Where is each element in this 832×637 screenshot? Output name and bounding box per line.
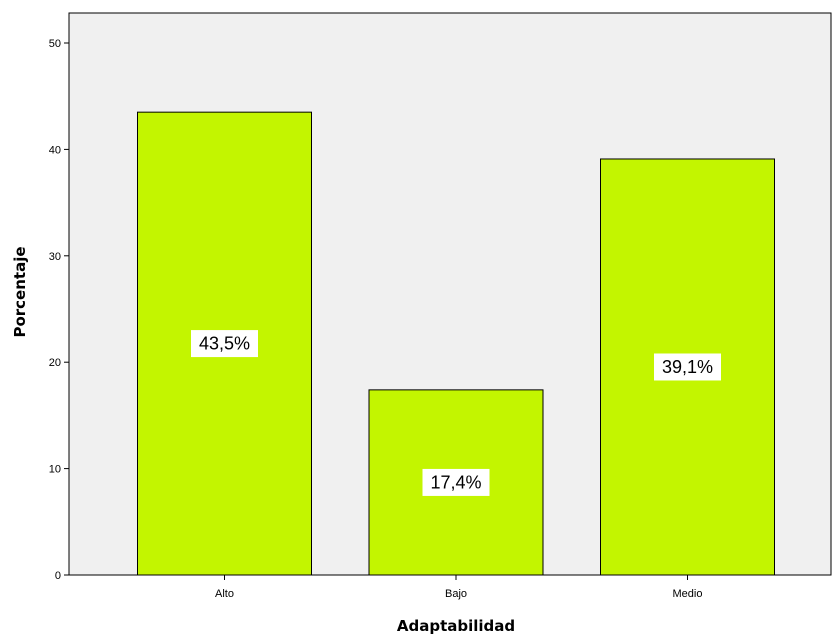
y-tick-label: 40 bbox=[49, 144, 61, 156]
y-tick-label: 30 bbox=[49, 251, 61, 263]
axes: Alto Bajo Medio 0 10 20 30 40 50 bbox=[49, 38, 703, 600]
y-tick-label: 50 bbox=[49, 38, 61, 50]
data-label: 43,5% bbox=[199, 334, 250, 354]
x-tick-label: Bajo bbox=[445, 588, 467, 600]
y-axis-title: Porcentaje bbox=[11, 246, 29, 337]
x-tick-label: Medio bbox=[673, 588, 703, 600]
data-label: 17,4% bbox=[430, 472, 481, 492]
data-label-box bbox=[654, 353, 721, 381]
data-label: 39,1% bbox=[662, 357, 713, 377]
y-tick-label: 20 bbox=[49, 357, 61, 369]
y-tick-label: 10 bbox=[49, 464, 61, 476]
data-labels: 43,5% 17,4% 39,1% bbox=[191, 330, 721, 496]
x-tick-label: Alto bbox=[215, 588, 234, 600]
data-label-box bbox=[422, 468, 490, 496]
y-tick-label: 0 bbox=[55, 570, 61, 582]
data-label-box bbox=[191, 330, 258, 358]
x-axis-title: Adaptabilidad bbox=[397, 617, 515, 635]
